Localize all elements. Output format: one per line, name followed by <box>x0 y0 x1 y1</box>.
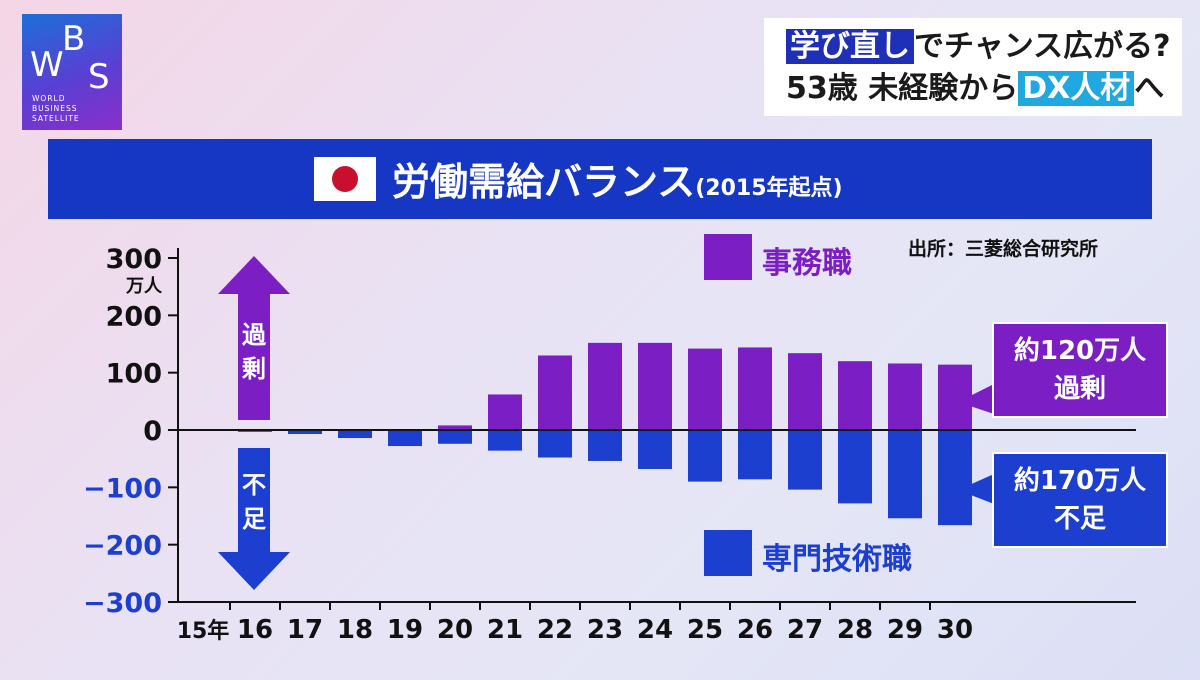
bar-technical-28 <box>838 430 872 504</box>
bar-technical-27 <box>788 430 822 490</box>
callout-shortage-amount: 約170万人 <box>1013 466 1147 496</box>
callout-surplus: 約120万人 過剰 <box>992 322 1168 418</box>
bar-technical-26 <box>738 430 772 480</box>
chart-title-bar: 労働需給バランス(2015年起点) <box>48 139 1152 219</box>
logo-letter-w: W <box>30 45 64 85</box>
bar-clerical-25 <box>688 348 722 430</box>
headline-line-1: 学び直し でチャンス広がる? <box>786 26 1172 68</box>
bar-technical-25 <box>688 430 722 482</box>
bar-clerical-20 <box>438 425 472 430</box>
x-tick-label: 18 <box>337 615 373 645</box>
x-tick-label: 28 <box>837 615 873 645</box>
arrow-label-shortage-text: 不足 <box>242 471 266 533</box>
bar-technical-17 <box>288 430 322 435</box>
x-tick-label: 25 <box>687 615 723 645</box>
arrow-label-surplus: 過剰 <box>234 318 274 386</box>
chart-source: 出所：三菱総合研究所 <box>908 238 1099 260</box>
wbs-logo: W B S WORLD BUSINESS SATELLITE <box>22 14 122 130</box>
callout-shortage-label: 不足 <box>1053 504 1106 534</box>
bar-clerical-22 <box>538 355 572 430</box>
legend-swatch-technical <box>704 530 752 576</box>
bar-technical-18 <box>338 430 372 439</box>
y-tick-label: 200 <box>106 301 162 332</box>
headline-highlight-dx: DX人材 <box>1018 71 1135 106</box>
japan-flag-icon <box>314 157 376 201</box>
headline-line-2: 53歳 未経験から DX人材へ <box>786 68 1172 110</box>
x-tick-label: 23 <box>587 615 623 645</box>
y-tick-label: −300 <box>83 588 162 619</box>
x-tick-label: 22 <box>537 615 573 645</box>
x-tick-label: 30 <box>937 615 973 645</box>
logo-letter-b: B <box>62 19 85 59</box>
x-tick-label: 16 <box>237 615 273 645</box>
headline-text-age: 53歳 未経験から <box>786 71 1019 106</box>
headline-text-he: へ <box>1134 71 1165 106</box>
headline-highlight-relearning: 学び直し <box>786 29 914 64</box>
arrow-label-surplus-text: 過剰 <box>242 321 266 383</box>
y-tick-label: −200 <box>83 531 162 562</box>
arrow-label-shortage: 不足 <box>234 468 274 536</box>
legend-swatch-clerical <box>704 234 752 280</box>
x-tick-label: 27 <box>787 615 823 645</box>
y-tick-label: 100 <box>106 359 162 390</box>
bar-technical-21 <box>488 430 522 451</box>
bar-technical-20 <box>438 430 472 444</box>
legend-label-clerical: 事務職 <box>762 246 852 281</box>
bar-clerical-21 <box>488 394 522 430</box>
bar-technical-19 <box>388 430 422 447</box>
chart-title-sub: (2015年起点) <box>695 176 843 201</box>
y-tick-label: 0 <box>143 416 162 447</box>
logo-line-business: BUSINESS <box>32 104 78 113</box>
x-tick-label: 24 <box>637 615 673 645</box>
bar-clerical-29 <box>888 363 922 430</box>
wbs-logo-mark: W B S <box>30 19 110 94</box>
bar-clerical-23 <box>588 342 622 430</box>
x-tick-label: 21 <box>487 615 523 645</box>
callout-surplus-label: 過剰 <box>1053 374 1106 404</box>
y-unit-label: 万人 <box>125 276 163 297</box>
legend-label-technical: 専門技術職 <box>762 542 912 577</box>
x-tick-label: 26 <box>737 615 773 645</box>
x-tick-label: 19 <box>387 615 423 645</box>
y-tick-label: 300 <box>106 244 162 275</box>
logo-tagline: WORLD BUSINESS SATELLITE <box>32 94 80 124</box>
bar-clerical-24 <box>638 342 672 430</box>
bar-clerical-28 <box>838 361 872 430</box>
bar-technical-23 <box>588 430 622 461</box>
x-tick-label: 20 <box>437 615 473 645</box>
logo-line-world: WORLD <box>32 94 66 103</box>
logo-letter-s: S <box>88 57 110 94</box>
bar-technical-30 <box>938 430 972 526</box>
flag-sun <box>332 166 358 192</box>
bar-technical-24 <box>638 430 672 469</box>
chart-title: 労働需給バランス(2015年起点) <box>392 151 843 206</box>
x-tick-label: 17 <box>287 615 323 645</box>
bar-technical-22 <box>538 430 572 458</box>
bar-technical-29 <box>888 430 922 519</box>
logo-line-satellite: SATELLITE <box>32 114 80 123</box>
y-tick-label: −100 <box>83 473 162 504</box>
headline-text-chance: でチャンス広がる? <box>914 29 1171 64</box>
bar-clerical-26 <box>738 347 772 430</box>
chart-title-main: 労働需給バランス <box>392 160 696 204</box>
callout-surplus-amount: 約120万人 <box>1013 336 1147 366</box>
bar-clerical-27 <box>788 353 822 430</box>
x-tick-label: 15年 <box>177 618 230 644</box>
callout-shortage: 約170万人 不足 <box>992 452 1168 548</box>
news-headline: 学び直し でチャンス広がる? 53歳 未経験から DX人材へ <box>764 18 1182 116</box>
x-tick-label: 29 <box>887 615 923 645</box>
bar-clerical-30 <box>938 364 972 430</box>
